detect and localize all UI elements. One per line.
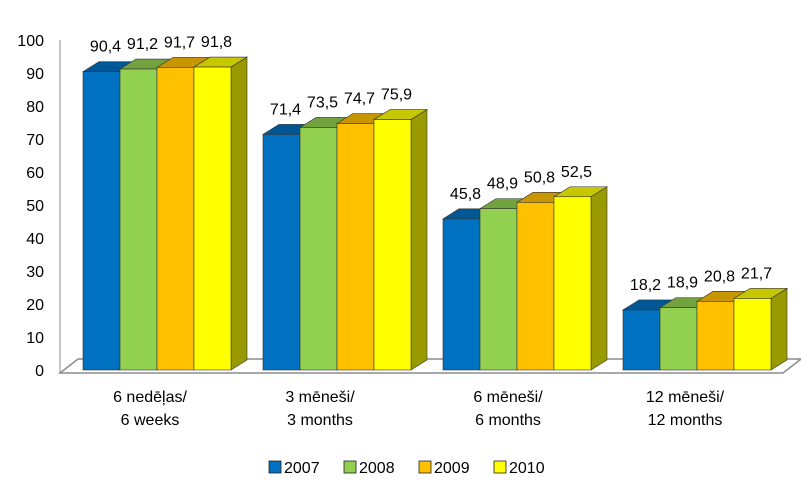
- data-label: 91,2: [127, 36, 158, 53]
- bar-2010-1: [372, 108, 429, 371]
- category-label: 12 mēneši/: [646, 389, 725, 406]
- y-tick-label: 80: [26, 99, 44, 116]
- bar-front: [622, 309, 661, 371]
- legend: 2007 2008 2009 2010: [268, 460, 545, 477]
- bar-front: [479, 208, 518, 371]
- bar-front: [696, 301, 735, 371]
- value-axis: 0 10 20 30 40 50 60 70 80 90 100: [17, 33, 61, 380]
- y-tick-label: 0: [35, 363, 44, 380]
- bar-front: [299, 127, 338, 371]
- data-label: 21,7: [741, 265, 772, 282]
- bar-front: [156, 67, 195, 371]
- bar-front: [373, 119, 412, 371]
- data-label: 73,5: [307, 94, 338, 111]
- bar-side: [770, 287, 788, 371]
- category-label: 6 weeks: [121, 412, 180, 429]
- category-label: 6 nedēļas/: [113, 389, 187, 406]
- y-tick-label: 70: [26, 132, 44, 149]
- bar-side: [590, 186, 608, 371]
- legend-item-2008: 2008: [343, 460, 395, 477]
- category-label: 3 mēneši/: [285, 389, 355, 406]
- legend-swatch: [418, 460, 432, 474]
- category-label: 12 months: [648, 412, 723, 429]
- chart-floor: [57, 358, 801, 374]
- legend-swatch: [493, 460, 507, 474]
- legend-label: 2007: [284, 460, 320, 477]
- category-axis: 6 nedēļas/6 weeks 3 mēneši/3 months 6 mēne…: [113, 389, 725, 429]
- category-label: 6 mēneši/: [473, 389, 543, 406]
- bar-front: [262, 134, 301, 371]
- legend-item-2007: 2007: [268, 460, 320, 477]
- y-tick-label: 20: [26, 297, 44, 314]
- data-label: 18,9: [667, 275, 698, 292]
- legend-label: 2008: [359, 460, 395, 477]
- legend-label: 2009: [434, 460, 470, 477]
- bar-2010-3: [732, 287, 789, 371]
- data-label: 45,8: [450, 186, 481, 203]
- category-label: 3 months: [287, 412, 353, 429]
- bar-front: [516, 202, 555, 371]
- floor-plane: [57, 358, 801, 374]
- legend-item-2009: 2009: [418, 460, 470, 477]
- data-label: 20,8: [704, 268, 735, 285]
- bar-2010-0: [192, 56, 249, 371]
- y-tick-label: 30: [26, 264, 44, 281]
- bar-front: [193, 66, 232, 371]
- bar-front: [82, 71, 121, 371]
- data-labels: 90,4 71,4 45,8 18,2 91,2 73,5 48,9 18,9 91,7 74,7…: [90, 34, 772, 294]
- bars: [81, 56, 789, 371]
- data-label: 91,7: [164, 34, 195, 51]
- data-label: 18,2: [630, 277, 661, 294]
- bar-front: [119, 68, 158, 371]
- y-tick-label: 100: [17, 33, 44, 50]
- data-label: 71,4: [270, 101, 301, 118]
- bar-front: [733, 298, 772, 371]
- bar-front: [336, 123, 375, 371]
- y-tick-label: 60: [26, 165, 44, 182]
- data-label: 74,7: [344, 90, 375, 107]
- bar-front: [659, 307, 698, 371]
- bar-front: [442, 218, 481, 371]
- bar-2010-2: [552, 186, 609, 371]
- bar-front: [553, 196, 592, 371]
- category-label: 6 months: [475, 412, 541, 429]
- legend-item-2010: 2010: [493, 460, 545, 477]
- data-label: 50,8: [524, 169, 555, 186]
- data-label: 75,9: [381, 87, 412, 104]
- data-label: 48,9: [487, 176, 518, 193]
- data-label: 52,5: [561, 164, 592, 181]
- bar-side: [230, 56, 248, 371]
- data-label: 90,4: [90, 39, 121, 56]
- legend-swatch: [268, 460, 282, 474]
- y-tick-label: 10: [26, 330, 44, 347]
- legend-label: 2010: [509, 460, 545, 477]
- bar-side: [410, 108, 428, 371]
- y-tick-label: 90: [26, 66, 44, 83]
- y-tick-label: 40: [26, 231, 44, 248]
- legend-swatch: [343, 460, 357, 474]
- data-label: 91,8: [201, 34, 232, 51]
- y-tick-label: 50: [26, 198, 44, 215]
